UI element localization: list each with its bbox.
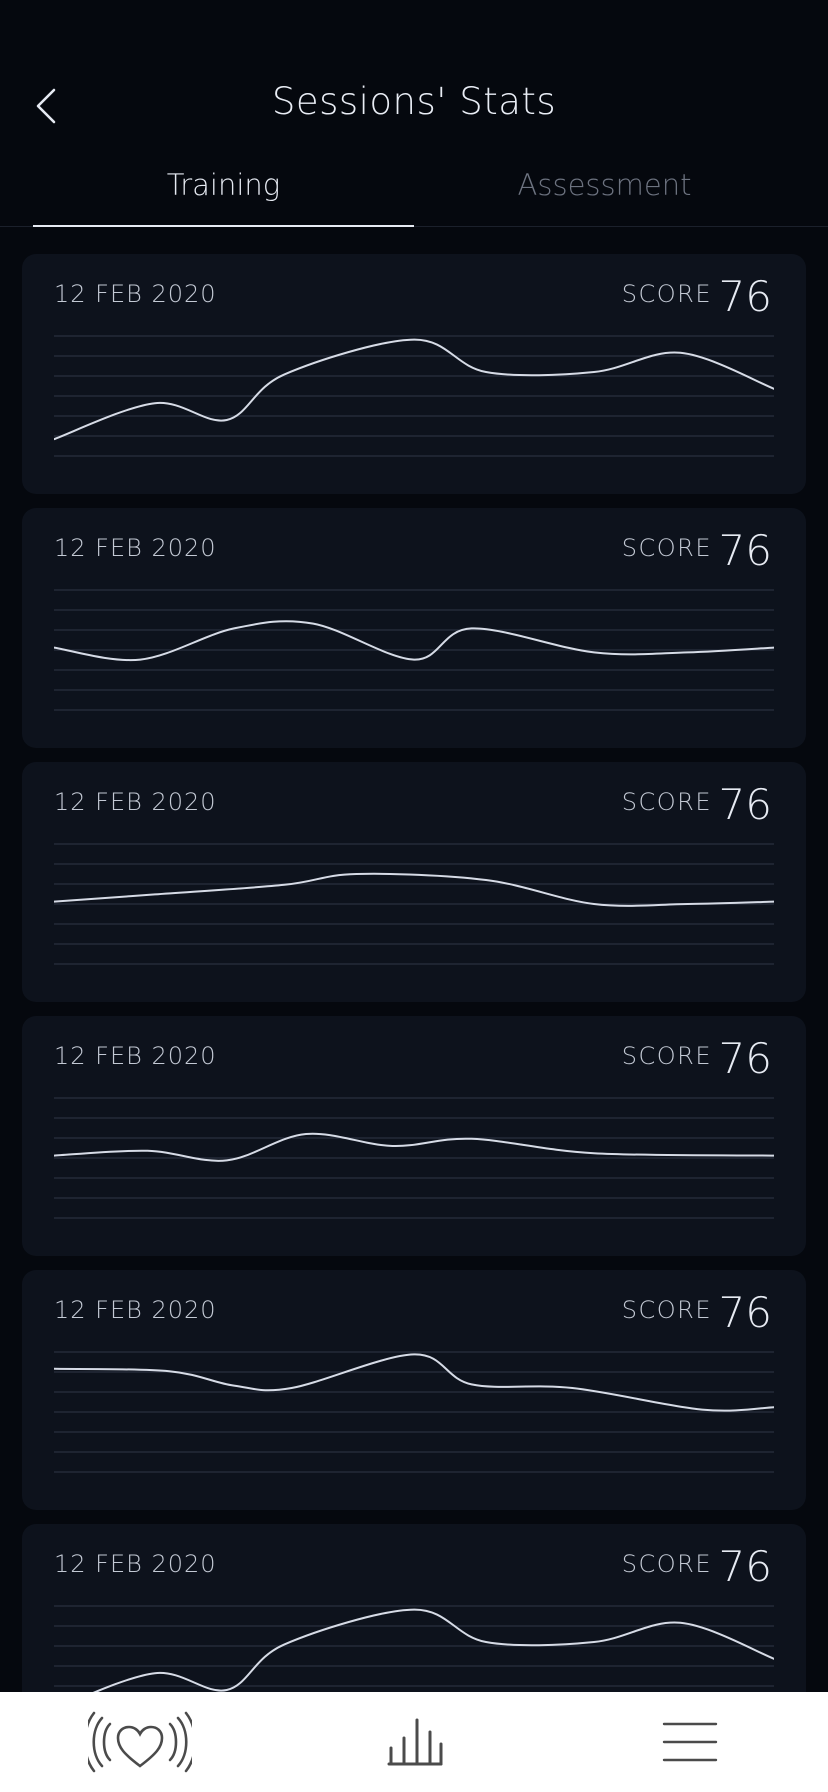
score-label: SCORE <box>621 534 712 562</box>
tabs-divider <box>0 226 828 227</box>
session-chart <box>54 843 774 965</box>
session-card[interactable]: 12 FEB 2020 SCORE 76 <box>22 762 806 1002</box>
session-card[interactable]: 12 FEB 2020 SCORE 76 <box>22 254 806 494</box>
session-date: 12 FEB 2020 <box>54 1550 217 1578</box>
tab-assessment[interactable]: Assessment <box>517 168 692 202</box>
heart-pulse-icon <box>88 1711 192 1773</box>
session-chart <box>54 589 774 711</box>
session-chart <box>54 1605 774 1692</box>
page-title: Sessions' Stats <box>271 80 557 123</box>
score-value: 76 <box>718 1288 772 1337</box>
bar-chart-icon <box>387 1718 443 1766</box>
score-value: 76 <box>718 1542 772 1591</box>
chart-series-line <box>54 1353 774 1412</box>
session-date: 12 FEB 2020 <box>54 1296 217 1324</box>
score-value: 76 <box>718 1034 772 1083</box>
session-date: 12 FEB 2020 <box>54 1042 217 1070</box>
session-chart <box>54 1351 774 1473</box>
chart-series-line <box>54 620 774 662</box>
session-list[interactable]: 12 FEB 2020 SCORE 76 12 FEB 2020 SCORE 7… <box>0 228 828 1692</box>
score-value: 76 <box>718 780 772 829</box>
score-label: SCORE <box>621 1550 712 1578</box>
score-value: 76 <box>718 526 772 575</box>
session-date: 12 FEB 2020 <box>54 280 217 308</box>
bottom-nav-bar <box>0 1692 828 1792</box>
score-label: SCORE <box>621 280 712 308</box>
session-card[interactable]: 12 FEB 2020 SCORE 76 <box>22 508 806 748</box>
tab-bar: Training Assessment <box>0 160 828 228</box>
session-chart <box>54 335 774 457</box>
session-date: 12 FEB 2020 <box>54 534 217 562</box>
score-label: SCORE <box>621 1042 712 1070</box>
nav-stats-button[interactable] <box>374 1704 456 1780</box>
tab-training[interactable]: Training <box>166 168 281 202</box>
session-card[interactable]: 12 FEB 2020 SCORE 76 <box>22 1016 806 1256</box>
back-button[interactable] <box>22 78 70 134</box>
active-tab-indicator <box>33 225 414 227</box>
score-value: 76 <box>718 272 772 321</box>
session-card[interactable]: 12 FEB 2020 SCORE 76 <box>22 1270 806 1510</box>
score-label: SCORE <box>621 1296 712 1324</box>
chart-series-line <box>54 338 774 441</box>
nav-menu-button[interactable] <box>652 1704 728 1780</box>
session-chart <box>54 1097 774 1219</box>
session-card[interactable]: 12 FEB 2020 SCORE 76 <box>22 1524 806 1692</box>
nav-heart-button[interactable] <box>84 1704 196 1780</box>
chevron-left-icon <box>36 88 56 124</box>
session-date: 12 FEB 2020 <box>54 788 217 816</box>
score-label: SCORE <box>621 788 712 816</box>
chart-series-line <box>92 1608 774 1692</box>
header: Sessions' Stats Training Assessment <box>0 0 828 228</box>
chart-series-line <box>54 872 774 907</box>
menu-icon <box>662 1722 718 1762</box>
chart-series-line <box>54 1132 774 1162</box>
